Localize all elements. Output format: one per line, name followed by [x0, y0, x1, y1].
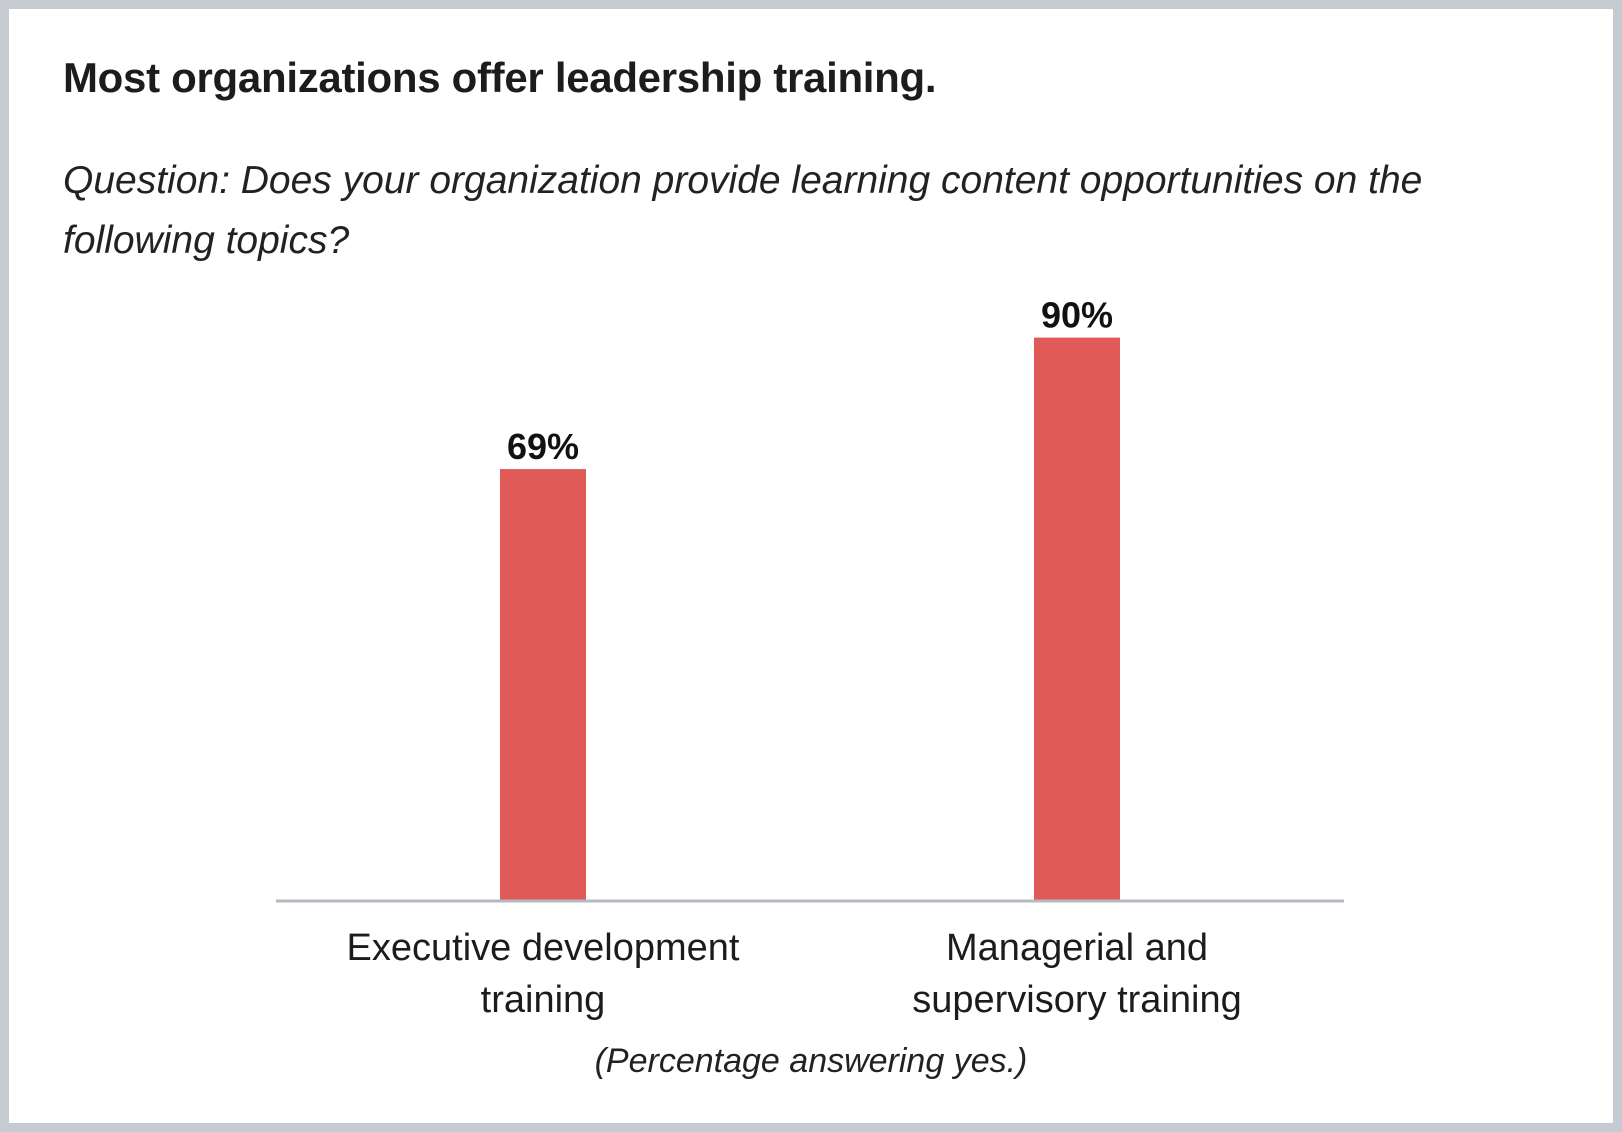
chart-subtitle: Question: Does your organization provide… — [63, 159, 1423, 262]
x-tick-label-0: Executive development training — [347, 927, 740, 1021]
bar-value-label-1: 90% — [1041, 295, 1113, 336]
bar-0 — [500, 469, 586, 901]
x-tick-label-line: Executive development — [347, 927, 740, 969]
x-tick-label-line: supervisory training — [912, 979, 1241, 1021]
bar-1 — [1034, 337, 1120, 902]
chart-note: (Percentage answering yes.) — [594, 1042, 1028, 1080]
bar-value-label-0: 69% — [507, 426, 579, 467]
x-tick-label-line: training — [481, 979, 606, 1021]
chart-title: Most organizations offer leadership trai… — [63, 54, 937, 101]
x-tick-label-1: Managerial and supervisory training — [912, 927, 1241, 1021]
x-tick-label-line: Managerial and — [946, 927, 1208, 969]
